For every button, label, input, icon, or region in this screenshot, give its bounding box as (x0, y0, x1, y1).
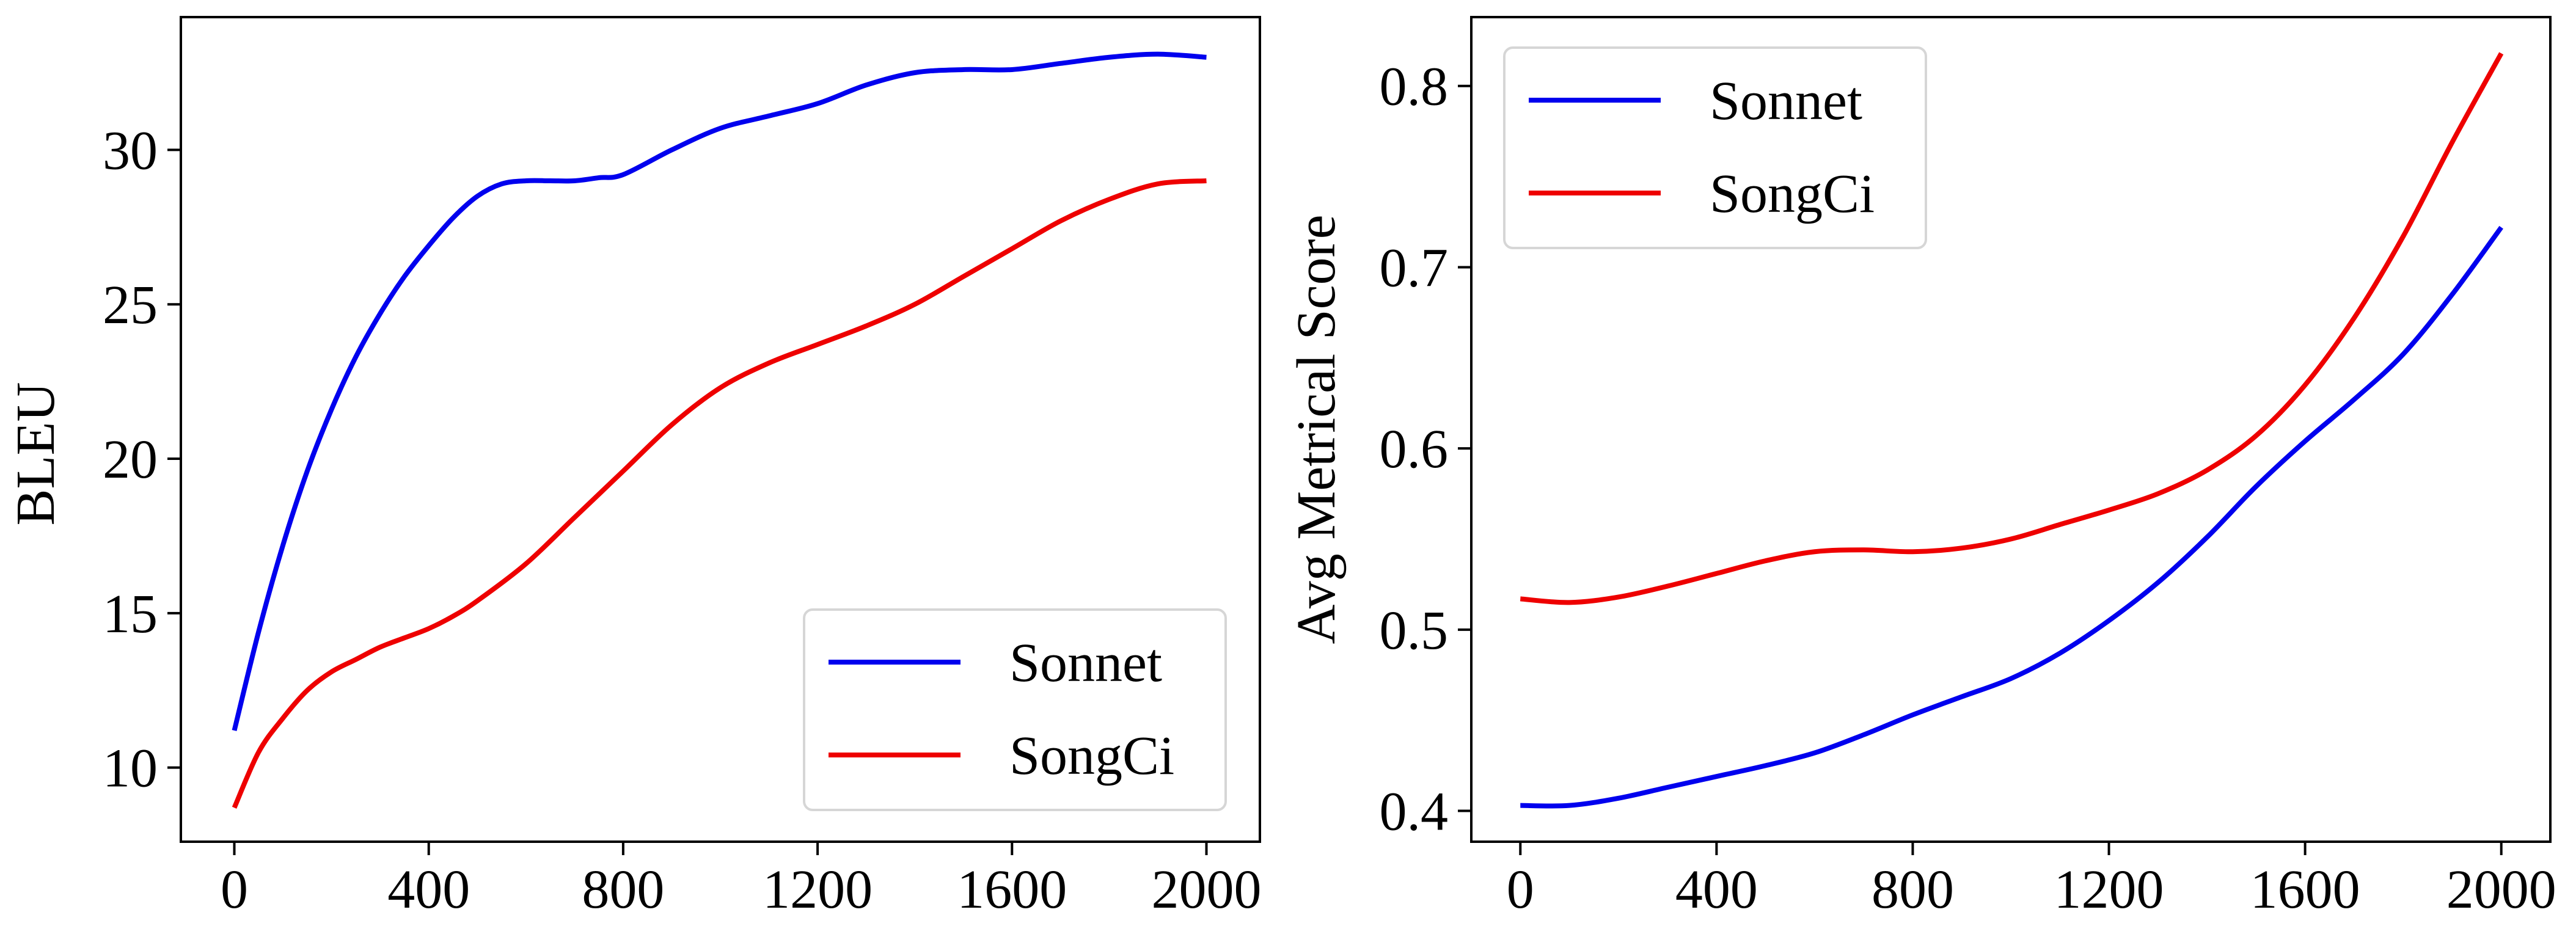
chart-avg-metrical-score: 0 400 800 1200 1600 2000 0.4 0.5 0.6 0.7 0.8 Avg Me… (1286, 16, 2556, 920)
y-tick-label: 20 (103, 429, 158, 490)
x-tick-label: 2000 (1151, 859, 1261, 920)
legend-label-songci: SongCi (1009, 726, 1174, 786)
x-tick-label: 1200 (763, 859, 873, 920)
y-tick-label: 30 (103, 120, 158, 181)
y-tick-label: 25 (103, 275, 158, 335)
x-tick-label: 1200 (2054, 859, 2164, 920)
y-tick-label: 0.8 (1380, 57, 1449, 117)
x-tick-label: 1600 (957, 859, 1067, 920)
series-line-sonnet (232, 51, 1207, 731)
x-tick-label: 0 (221, 859, 248, 920)
y-tick-label: 0.4 (1380, 782, 1449, 842)
legend-label-sonnet: Sonnet (1009, 633, 1162, 693)
x-tick-label: 1600 (2250, 859, 2360, 920)
axes-frame (1470, 16, 2552, 843)
x-tick-label: 400 (1675, 859, 1758, 920)
y-axis-title: Avg Metrical Score (1286, 214, 1347, 644)
legend-label-songci: SongCi (1710, 164, 1875, 224)
x-tick-label: 800 (582, 859, 664, 920)
legend-label-sonnet: Sonnet (1710, 71, 1862, 131)
series-line-songci (232, 178, 1207, 809)
axes-frame (180, 16, 1261, 843)
y-tick-label: 15 (103, 584, 158, 644)
y-tick-label: 0.5 (1380, 600, 1449, 661)
y-axis-title: BLEU (5, 382, 66, 526)
x-tick-label: 400 (387, 859, 470, 920)
x-tick-label: 0 (1507, 859, 1534, 920)
y-tick-label: 0.6 (1380, 419, 1449, 479)
chart-bleu: 0 400 800 1200 1600 2000 10 15 20 25 30 BLEU Sonnet S… (5, 16, 1261, 920)
series-line-songci (1520, 52, 2504, 605)
x-tick-label: 800 (1872, 859, 1954, 920)
series-line-sonnet (1520, 225, 2503, 809)
x-tick-label: 2000 (2446, 859, 2556, 920)
y-tick-label: 0.7 (1380, 238, 1449, 298)
y-tick-label: 10 (103, 738, 158, 799)
